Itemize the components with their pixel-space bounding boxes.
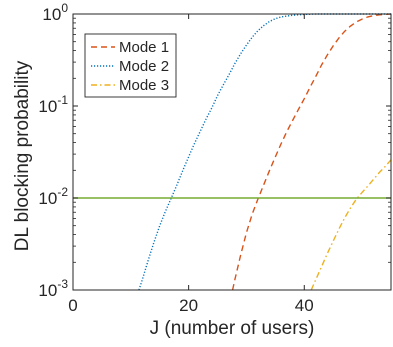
y-tick-label: 10-2 <box>38 185 68 208</box>
y-tick-label: 100 <box>42 1 68 24</box>
legend: Mode 1 Mode 2 Mode 3 <box>84 33 177 98</box>
y-tick-label: 10-1 <box>38 93 68 116</box>
y-axis-label: DL blocking probability <box>12 60 33 251</box>
legend-label-mode-1: Mode 1 <box>119 39 169 56</box>
legend-label-mode-3: Mode 3 <box>119 77 169 94</box>
series-line-mode-3 <box>310 159 392 291</box>
y-tick-label: 10-3 <box>38 277 68 300</box>
legend-label-mode-2: Mode 2 <box>119 58 169 75</box>
x-tick-label: 20 <box>179 296 198 315</box>
series-line-mode-2 <box>138 13 391 291</box>
axes-layer: 0 20 40 10-3 10-2 10-1 100 <box>38 1 392 315</box>
x-axis-label: J (number of users) <box>150 318 315 339</box>
x-tick-label: 0 <box>68 296 77 315</box>
series-layer <box>73 13 392 291</box>
axes-frame <box>72 13 392 291</box>
x-tick-label: 40 <box>295 296 314 315</box>
